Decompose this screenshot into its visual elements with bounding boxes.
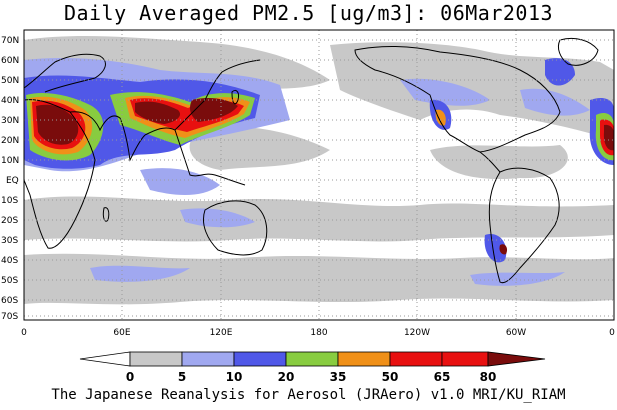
lat-label: 60N xyxy=(1,56,19,66)
colorbar-label: 50 xyxy=(382,370,399,384)
colorbar-label: 10 xyxy=(226,370,243,384)
colorbar: 0 5 10 20 35 50 65 80 xyxy=(79,351,546,384)
lat-label: EQ xyxy=(6,176,19,186)
pm25-band-5-10 xyxy=(24,36,614,305)
pm25-band-80-plus xyxy=(36,98,614,255)
lat-label: 40N xyxy=(1,96,19,106)
longitude-axis: 0 60E 120E 180 120W 60W 0 xyxy=(21,328,615,338)
colorbar-segment xyxy=(129,351,183,367)
lat-label: 70S xyxy=(1,312,18,322)
coast-greenland xyxy=(557,37,599,66)
colorbar-segment xyxy=(233,351,287,367)
lon-label: 0 xyxy=(21,328,27,338)
lat-label: 30N xyxy=(1,116,19,126)
pm25-field xyxy=(24,36,614,305)
colorbar-label: 20 xyxy=(278,370,295,384)
coast-arabia-india xyxy=(69,111,146,162)
coast-north-america xyxy=(354,46,561,153)
coast-australia xyxy=(203,200,268,256)
colorbar-segment xyxy=(487,351,546,367)
lat-label: 20N xyxy=(1,136,19,146)
colorbar-segment xyxy=(181,351,235,367)
coast-south-america xyxy=(488,167,560,284)
map-title: Daily Averaged PM2.5 [ug/m3]: 06Mar2013 xyxy=(63,1,554,25)
lat-label: 10N xyxy=(1,156,19,166)
map-frame xyxy=(23,29,615,321)
lat-label: 20S xyxy=(1,216,18,226)
colorbar-segment xyxy=(79,351,131,367)
colorbar-label: 65 xyxy=(434,370,451,384)
lon-label: 180 xyxy=(310,328,327,338)
lat-label: 30S xyxy=(1,236,18,246)
colorbar-label: 80 xyxy=(480,370,497,384)
coastlines xyxy=(24,37,599,284)
lat-label: 40S xyxy=(1,256,18,266)
colorbar-segment xyxy=(441,351,489,367)
colorbar-segment xyxy=(389,351,443,367)
lon-label: 120W xyxy=(404,328,430,338)
coast-southeast-asia xyxy=(174,129,246,186)
colorbar-label: 5 xyxy=(178,370,186,384)
colorbar-label: 35 xyxy=(330,370,347,384)
lon-label: 0 xyxy=(609,328,615,338)
lat-label: 60S xyxy=(1,296,18,306)
lat-label: 50S xyxy=(1,276,18,286)
latitude-axis: 70N 60N 50N 40N 30N 20N 10N EQ 10S 20S 3… xyxy=(1,36,19,322)
colorbar-label: 0 xyxy=(126,370,134,384)
map-gridlines xyxy=(24,30,614,320)
lon-label: 60E xyxy=(113,328,130,338)
lat-label: 10S xyxy=(1,196,18,206)
colorbar-segment xyxy=(337,351,391,367)
coast-japan xyxy=(231,89,239,105)
coast-africa xyxy=(24,99,96,249)
lat-label: 70N xyxy=(1,36,19,46)
credit-line: The Japanese Reanalysis for Aerosol (JRA… xyxy=(51,387,566,403)
colorbar-segment xyxy=(285,351,339,367)
coast-europe xyxy=(24,53,106,93)
coast-central-america xyxy=(479,151,501,173)
lon-label: 60W xyxy=(506,328,526,338)
lat-label: 50N xyxy=(1,76,19,86)
lon-label: 120E xyxy=(210,328,233,338)
